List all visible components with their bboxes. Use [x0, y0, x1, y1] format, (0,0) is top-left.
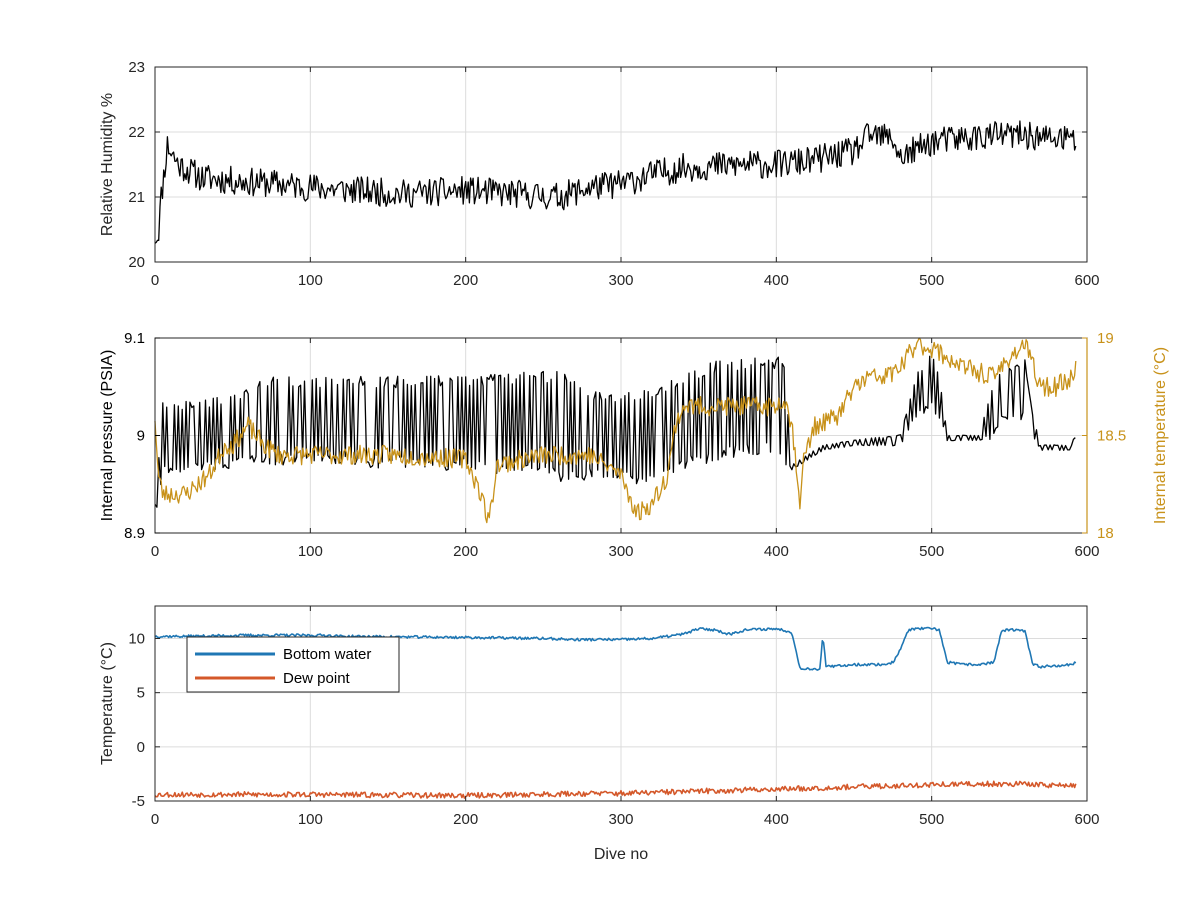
pressure-x-ticks: 0 100 200 300 400 500 600 — [151, 338, 1100, 560]
x-tick-label: 0 — [151, 811, 159, 828]
legend-box — [186, 636, 400, 693]
legend-dew-point-label: Dew point — [283, 670, 351, 687]
dew-point-line — [154, 780, 1077, 799]
x-tick-label: 400 — [764, 811, 789, 828]
x-tick-label: 0 — [151, 543, 159, 560]
y-tick-label: 0 — [137, 739, 145, 756]
y-tick-label: 8.9 — [124, 525, 145, 542]
internal-temperature-y-ticks: 18 18.5 19 — [1082, 330, 1126, 542]
x-tick-label: 100 — [298, 272, 323, 289]
dive-no-x-axis-label: Dive no — [594, 846, 648, 863]
x-tick-label: 300 — [608, 543, 633, 560]
x-tick-label: 300 — [608, 272, 633, 289]
temperature-panel: 0 100 200 300 400 500 600 -5 0 5 10 Temperature (… — [99, 605, 1100, 863]
x-tick-label: 0 — [151, 272, 159, 289]
x-tick-label: 200 — [453, 543, 478, 560]
temperature-series — [154, 626, 1077, 799]
x-tick-label: 500 — [919, 811, 944, 828]
bottom-water-line — [154, 626, 1077, 671]
x-tick-label: 500 — [919, 272, 944, 289]
panel1-series-1-line — [154, 337, 1077, 524]
y2-tick-label: 18.5 — [1097, 428, 1126, 445]
y-tick-label: 21 — [128, 189, 145, 206]
x-tick-label: 600 — [1074, 811, 1099, 828]
pressure-temperature-panel: 0 100 200 300 400 500 600 8.9 9 9.1 18 18.5 19 Int… — [99, 330, 1169, 560]
x-tick-label: 100 — [298, 543, 323, 560]
x-tick-label: 200 — [453, 811, 478, 828]
y-tick-label: 10 — [128, 631, 145, 648]
legend-bottom-water-label: Bottom water — [283, 646, 371, 663]
temperature-y-axis-label: Temperature (°C) — [99, 642, 116, 765]
x-tick-label: 100 — [298, 811, 323, 828]
x-tick-label: 500 — [919, 543, 944, 560]
humidity-y-axis-label: Relative Humidity % — [99, 93, 116, 236]
humidity-x-ticks: 0 100 200 300 400 500 600 — [151, 67, 1100, 289]
y-tick-label: -5 — [132, 793, 145, 810]
y-tick-label: 22 — [128, 124, 145, 141]
y2-tick-label: 19 — [1097, 330, 1114, 347]
y-tick-label: 23 — [128, 59, 145, 76]
x-tick-label: 600 — [1074, 543, 1099, 560]
internal-temperature-y-axis-label: Internal temperature (°C) — [1152, 347, 1169, 524]
x-tick-label: 400 — [764, 543, 789, 560]
y-tick-label: 20 — [128, 254, 145, 271]
humidity-panel: 0 100 200 300 400 500 600 20 21 22 23 Relative Hu… — [99, 59, 1100, 289]
pressure-y-ticks: 8.9 9 9.1 — [124, 330, 160, 542]
temperature-legend: Bottom water Dew point — [186, 636, 400, 693]
panel1-series-0-line — [154, 355, 1076, 508]
temperature-x-ticks: 0 100 200 300 400 500 600 — [151, 606, 1100, 828]
temperature-y-ticks: -5 0 5 10 — [128, 631, 1087, 810]
panel0-series-0-line — [154, 120, 1077, 244]
humidity-series — [154, 120, 1077, 244]
y-tick-label: 9.1 — [124, 330, 145, 347]
humidity-y-ticks: 20 21 22 23 — [128, 59, 1087, 271]
humidity-grid — [155, 67, 1087, 262]
y-tick-label: 5 — [137, 685, 145, 702]
x-tick-label: 300 — [608, 811, 633, 828]
x-tick-label: 600 — [1074, 272, 1099, 289]
y2-tick-label: 18 — [1097, 525, 1114, 542]
pressure-y-axis-label: Internal pressure (PSIA) — [99, 350, 116, 522]
x-tick-label: 400 — [764, 272, 789, 289]
x-tick-label: 200 — [453, 272, 478, 289]
pressure-temperature-series — [154, 337, 1077, 524]
y-tick-label: 9 — [137, 428, 145, 445]
